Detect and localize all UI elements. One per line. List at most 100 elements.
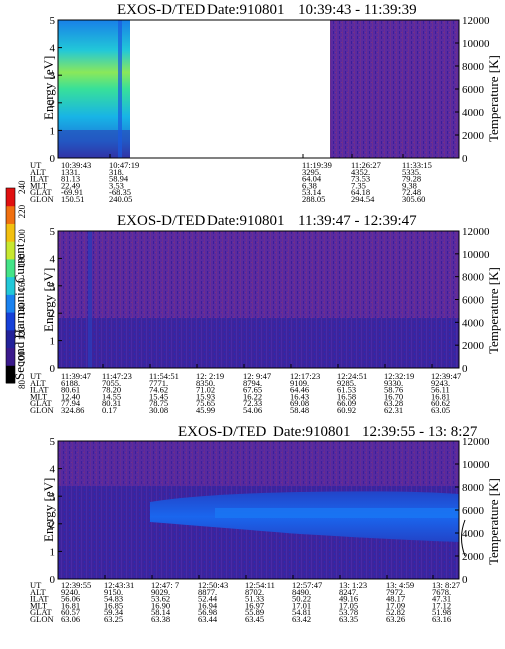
- panel-1-cell-ilat: 81.13: [61, 174, 80, 184]
- panel-3-cell-ut: 12:54:11: [245, 580, 275, 590]
- panel-3-y2tick-label: 4000: [462, 528, 485, 540]
- panel-3-cell-ut: 12:39:55: [61, 580, 91, 590]
- panel-2-cell-ilat: 58.76: [384, 385, 403, 395]
- panel-3-cell-ilat: 54.83: [104, 594, 123, 604]
- panel-2-ytick-label: 1: [50, 336, 56, 348]
- panel-1-cell-mlt: 6.38: [302, 180, 317, 190]
- panel-1-title-date: Date:910801: [207, 2, 284, 18]
- panel-3-ylabel: Energy [eV]: [41, 478, 56, 542]
- panel-3-upper-noise: [58, 441, 459, 486]
- panel-1-y2tick-label: 2000: [462, 130, 485, 142]
- panel-1-cell-mlt: 9.38: [402, 180, 417, 190]
- panel-1-spectrogram: [58, 20, 459, 158]
- panel-1-row-label-mlt: MLT: [30, 180, 48, 190]
- panel-3-cell-ilat: 48.17: [386, 594, 405, 604]
- panel-3-y2tick-label: 6000: [462, 505, 485, 517]
- panel-1-cell-glat: -69.91: [61, 187, 83, 197]
- panel-1-cell-glat: -68.35: [109, 187, 131, 197]
- colorbar-segment: [6, 347, 15, 366]
- panel-2-title-time: 11:39:47 - 12:39:47: [298, 213, 417, 229]
- panel-3-cell-alt: 9029.: [151, 587, 170, 597]
- panel-3-title: EXOS-D/TED Date:910801 12:39:55 - 13: 8:…: [178, 424, 478, 440]
- colorbar-segment: [6, 276, 15, 295]
- panel-1-ytick-label: 5: [50, 15, 56, 27]
- panel-3-y2tick-label: 2000: [462, 551, 485, 563]
- panel-1-cell-ilat: 73.53: [351, 174, 370, 184]
- panel-3-cell-ilat: 49.16: [339, 594, 358, 604]
- panel-1-cell-mlt: 7.35: [351, 180, 366, 190]
- colorbar-tick-label: 180: [17, 253, 27, 267]
- colorbar-tick-label: 220: [17, 204, 27, 218]
- panel-3-cell-glon: 63.38: [151, 614, 170, 624]
- panel-3-cell-glon: 63.06: [61, 614, 80, 624]
- panel-3-cell-glon: 63.42: [292, 614, 311, 624]
- panel-3-core-band: [215, 508, 459, 518]
- panel-1-cell-ilat: 79.28: [402, 174, 421, 184]
- panel-3-row-label-mlt: MLT: [30, 600, 48, 610]
- panel-2-y2tick-label: 6000: [462, 295, 485, 307]
- panel-1-cell-mlt: 3.53: [109, 180, 124, 190]
- panel-3-cell-mlt: 17.09: [386, 600, 405, 610]
- panel-3-cell-ilat: 52.44: [198, 594, 218, 604]
- colorbar-frame: [5, 187, 16, 384]
- panel-2-ylabel: Energy [eV]: [41, 268, 56, 332]
- panel-1-cell-glat: 53.14: [302, 187, 322, 197]
- panel-2-cell-mlt: 12.40: [61, 391, 80, 401]
- panel-3-cell-alt: 9150.: [104, 587, 123, 597]
- panel-2-cell-alt: 8350.: [196, 378, 215, 388]
- panel-3-row-label-alt: ALT: [30, 587, 47, 597]
- panel-1-cell-glat: 64.18: [351, 187, 370, 197]
- panel-2-cell-glon: 63.05: [431, 405, 450, 415]
- panel-2-row-label-glat: GLAT: [30, 398, 53, 408]
- panel-2-cell-ilat: 61.53: [337, 385, 356, 395]
- panel-2-cell-mlt: 16.81: [431, 391, 450, 401]
- panel-1-title: EXOS-D/TED Date:910801 10:39:43 - 11:39:…: [117, 2, 417, 18]
- panel-1-cell-alt: 3295.: [302, 167, 321, 177]
- panel-3-row-label-ilat: ILAT: [30, 594, 49, 604]
- panel-3-cell-mlt: 16.94: [198, 600, 218, 610]
- panel-1-data-segment-2: [330, 20, 459, 158]
- panel-3-ytick-label: 1: [50, 546, 56, 558]
- panel-1-y2label: Temperature [K]: [486, 55, 501, 142]
- panel-3-cell-glat: 51.98: [432, 607, 451, 617]
- panel-2-cell-glat: 80.31: [102, 398, 121, 408]
- panel-2-cell-glon: 58.48: [290, 405, 309, 415]
- panel-1-y2tick-label: 8000: [462, 61, 485, 73]
- panel-2-cell-alt: 9330.: [384, 378, 403, 388]
- panel-2-cell-glon: 0.17: [102, 405, 117, 415]
- axis-ticks: 0123450200040006000800010000120000123450…: [50, 15, 491, 586]
- panel-3-cell-ilat: 53.62: [151, 594, 170, 604]
- panel-3-cell-glat: 53.78: [339, 607, 358, 617]
- panel-2-row-label-ut: UT: [30, 371, 42, 381]
- panel-3-cell-glon: 63.35: [339, 614, 358, 624]
- panel-2-cell-alt: 6188.: [61, 378, 80, 388]
- colorbar-segment: [6, 312, 15, 331]
- panel-2-cell-ilat: 80.61: [61, 385, 80, 395]
- panel-1-cell-glon: 240.05: [109, 194, 132, 204]
- panel-2-y2tick-label: 4000: [462, 317, 485, 329]
- panel-2-ytick-label: 2: [50, 308, 56, 320]
- colorbar-tick-label: 100: [17, 351, 27, 365]
- panel-2-ytick-label: 4: [50, 253, 56, 265]
- panel-3-ytick-label: 5: [50, 436, 56, 448]
- panel-1-cell-alt: 4352.: [351, 167, 370, 177]
- panel-2-cell-ut: 12:24:51: [337, 371, 367, 381]
- panel-3-row-label-ut: UT: [30, 580, 42, 590]
- panel-1-row-label-glat: GLAT: [30, 187, 53, 197]
- panel-2-cell-ilat: 71.02: [196, 385, 215, 395]
- panel-1-y2tick-label: 12000: [462, 15, 490, 27]
- panel-3-cell-ut: 12:57:47: [292, 580, 322, 590]
- colorbar-segment: [6, 329, 15, 349]
- panel-1-cell-ilat: 64.04: [302, 174, 322, 184]
- panel-3-cell-ut: 13: 1:23: [339, 580, 367, 590]
- panel-1-row-label-ut: UT: [30, 160, 42, 170]
- orbit-info-tables: UTALTILATMLTGLATGLON10:39:431331.81.1322…: [30, 160, 461, 624]
- panel-2-cell-ut: 12:17:23: [290, 371, 320, 381]
- panel-3-cell-ilat: 51.33: [245, 594, 264, 604]
- panel-2-cell-glat: 78.75: [149, 398, 168, 408]
- panel-2-cell-glat: 66.09: [337, 398, 356, 408]
- panel-3-edge-bracket: [461, 519, 466, 557]
- panel-2-cell-mlt: 16.58: [337, 391, 356, 401]
- panel-2-row-label-glon: GLON: [30, 405, 54, 415]
- panel-3-ytick-label: 2: [50, 519, 56, 531]
